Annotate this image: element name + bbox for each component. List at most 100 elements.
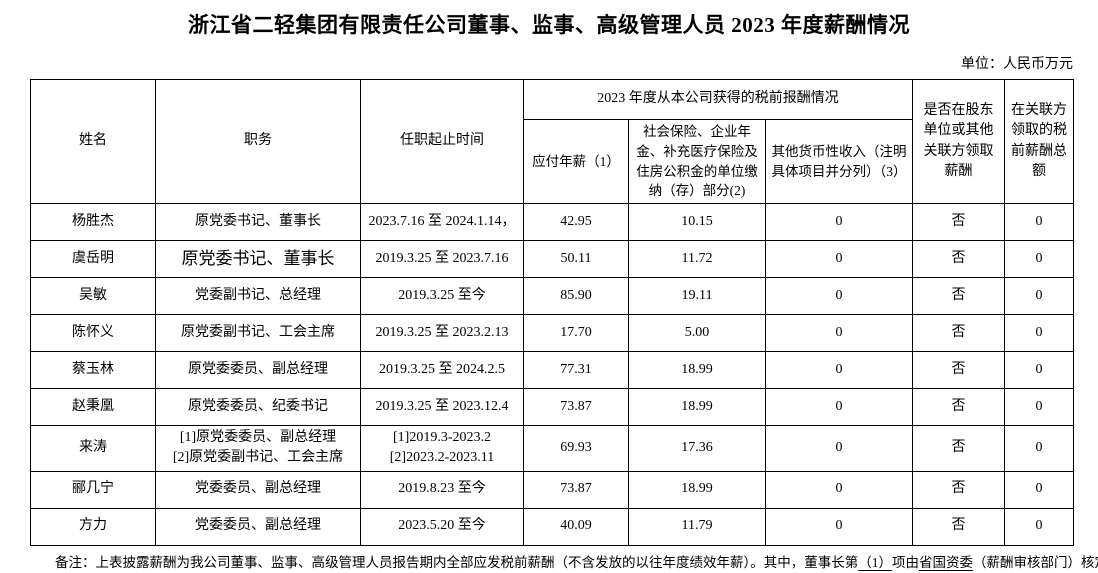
cell-position: 原党委书记、董事长 [155, 240, 361, 278]
table-row: 来涛 [1]原党委委员、副总经理 [2]原党委副书记、工会主席 [1]2019.3-… [30, 425, 1074, 472]
cell-term: [1]2019.3-2023.2 [2]2023.2-2023.11 [360, 425, 524, 472]
cell-related: 否 [912, 388, 1005, 426]
cell-term: 2019.8.23 至今 [360, 470, 524, 509]
cell-position: 党委委员、副总经理 [155, 470, 361, 509]
header-related-total: 在关联方领取的税前薪酬总额 [1004, 79, 1074, 204]
cell-insurance: 10.15 [628, 203, 766, 241]
cell-term: 2023.5.20 至今 [360, 507, 524, 546]
unit-label: 单位：人民币万元 [961, 57, 1073, 72]
table-row: 郦几宁 党委委员、副总经理 2019.8.23 至今 73.87 18.99 0 否 0 [30, 470, 1074, 509]
cell-related_total: 0 [1004, 388, 1074, 426]
cell-insurance: 17.36 [628, 425, 766, 472]
cell-name: 虞岳明 [30, 240, 156, 278]
cell-other: 0 [765, 507, 913, 546]
cell-related_total: 0 [1004, 507, 1074, 546]
cell-name: 杨胜杰 [30, 203, 156, 241]
cell-name: 吴敏 [30, 277, 156, 315]
cell-salary: 69.93 [523, 425, 629, 472]
cell-salary: 73.87 [523, 388, 629, 426]
cell-related_total: 0 [1004, 470, 1074, 509]
header-row-sub: 应付年薪（1） 社会保险、企业年金、补充医疗保险及住房公积金的单位缴纳（存）部分… [31, 119, 1074, 204]
cell-salary: 85.90 [523, 277, 629, 315]
remark-segment: 备注：上表披露薪酬为我公司董事、监事、高级管理人员报告期内全部应发税前薪酬（不含… [55, 554, 859, 570]
cell-related: 否 [912, 314, 1005, 352]
cell-term: 2019.3.25 至 2023.2.13 [360, 314, 524, 352]
cell-position: 原党委委员、副总经理 [155, 351, 361, 389]
cell-name: 郦几宁 [30, 470, 156, 509]
table-row: 吴敏 党委副书记、总经理 2019.3.25 至今 85.90 19.11 0 否 0 [30, 277, 1074, 315]
cell-name: 赵秉凰 [30, 388, 156, 426]
table-row: 蔡玉林 原党委委员、副总经理 2019.3.25 至 2024.2.5 77.31 18… [30, 351, 1074, 389]
cell-related: 否 [912, 470, 1005, 509]
cell-term: 2019.3.25 至 2023.12.4 [360, 388, 524, 426]
cell-related: 否 [912, 240, 1005, 278]
cell-related_total: 0 [1004, 240, 1074, 278]
cell-other: 0 [765, 240, 913, 278]
header-compensation-group: 2023 年度从本公司获得的税前报酬情况 [523, 79, 913, 120]
remark-underlined-segment: （1） [858, 554, 892, 570]
cell-term: 2019.3.25 至 2023.7.16 [360, 240, 524, 278]
cell-name: 蔡玉林 [30, 351, 156, 389]
cell-salary: 73.87 [523, 470, 629, 509]
cell-term: 2019.3.25 至今 [360, 277, 524, 315]
cell-salary: 40.09 [523, 507, 629, 546]
cell-other: 0 [765, 351, 913, 389]
header-name: 姓名 [30, 79, 156, 204]
header-insurance: 社会保险、企业年金、补充医疗保险及住房公积金的单位缴纳（存）部分(2) [628, 119, 766, 204]
cell-related: 否 [912, 351, 1005, 389]
cell-position: 原党委书记、董事长 [155, 203, 361, 241]
cell-salary: 77.31 [523, 351, 629, 389]
cell-related_total: 0 [1004, 351, 1074, 389]
cell-other: 0 [765, 470, 913, 509]
cell-other: 0 [765, 203, 913, 241]
remark-note: 备注：上表披露薪酬为我公司董事、监事、高级管理人员报告期内全部应发税前薪酬（不含… [55, 551, 1098, 571]
cell-term: 2023.7.16 至 2024.1.14， [360, 203, 524, 241]
cell-salary: 17.70 [523, 314, 629, 352]
cell-position: 原党委副书记、工会主席 [155, 314, 361, 352]
remark-segment: 项由 [892, 554, 919, 570]
cell-other: 0 [765, 388, 913, 426]
cell-name: 来涛 [30, 425, 156, 472]
header-salary: 应付年薪（1） [523, 119, 629, 204]
cell-insurance: 11.79 [628, 507, 766, 546]
cell-insurance: 5.00 [628, 314, 766, 352]
cell-related_total: 0 [1004, 314, 1074, 352]
content-area: 单位：人民币万元 姓名 职务 任职起止时间 2023 年度从本公司获得的税前报酬… [30, 53, 1098, 571]
cell-insurance: 11.72 [628, 240, 766, 278]
cell-related_total: 0 [1004, 277, 1074, 315]
cell-insurance: 18.99 [628, 351, 766, 389]
salary-table-head: 姓名 职务 任职起止时间 2023 年度从本公司获得的税前报酬情况 是否在股东单… [30, 79, 1074, 204]
table-row: 赵秉凰 原党委委员、纪委书记 2019.3.25 至 2023.12.4 73.87 1… [30, 388, 1074, 426]
cell-salary: 42.95 [523, 203, 629, 241]
cell-position: 党委副书记、总经理 [155, 277, 361, 315]
cell-related_total: 0 [1004, 203, 1074, 241]
salary-table: 姓名 职务 任职起止时间 2023 年度从本公司获得的税前报酬情况 是否在股东单… [30, 79, 1074, 546]
cell-related: 否 [912, 277, 1005, 315]
header-other-income: 其他货币性收入（注明具体项目并分列）（3） [765, 119, 913, 204]
table-row: 方力 党委委员、副总经理 2023.5.20 至今 40.09 11.79 0 否 0 [30, 507, 1074, 546]
cell-position: 党委委员、副总经理 [155, 507, 361, 546]
cell-insurance: 18.99 [628, 388, 766, 426]
cell-position: 原党委委员、纪委书记 [155, 388, 361, 426]
salary-table-body: 杨胜杰 原党委书记、董事长 2023.7.16 至 2024.1.14， 42.95 1… [30, 203, 1074, 546]
header-related-party: 是否在股东单位或其他关联方领取薪酬 [912, 79, 1005, 204]
cell-name: 陈怀义 [30, 314, 156, 352]
cell-name: 方力 [30, 507, 156, 546]
cell-position: [1]原党委委员、副总经理 [2]原党委副书记、工会主席 [155, 425, 361, 472]
header-term: 任职起止时间 [360, 79, 524, 204]
cell-other: 0 [765, 277, 913, 315]
table-row: 陈怀义 原党委副书记、工会主席 2019.3.25 至 2023.2.13 17.70… [30, 314, 1074, 352]
remark-segment: （薪酬审核部门）核定。 [973, 554, 1098, 570]
page-title: 浙江省二轻集团有限责任公司董事、监事、高级管理人员 2023 年度薪酬情况 [188, 13, 910, 37]
cell-related: 否 [912, 507, 1005, 546]
cell-insurance: 19.11 [628, 277, 766, 315]
cell-other: 0 [765, 425, 913, 472]
table-row: 虞岳明 原党委书记、董事长 2019.3.25 至 2023.7.16 50.11 11… [30, 240, 1074, 278]
header-row-top: 姓名 职务 任职起止时间 2023 年度从本公司获得的税前报酬情况 是否在股东单… [30, 79, 1074, 204]
cell-related_total: 0 [1004, 425, 1074, 472]
cell-salary: 50.11 [523, 240, 629, 278]
remark-underlined-segment: 省国资委 [919, 554, 973, 570]
cell-related: 否 [912, 425, 1005, 472]
header-position: 职务 [155, 79, 361, 204]
